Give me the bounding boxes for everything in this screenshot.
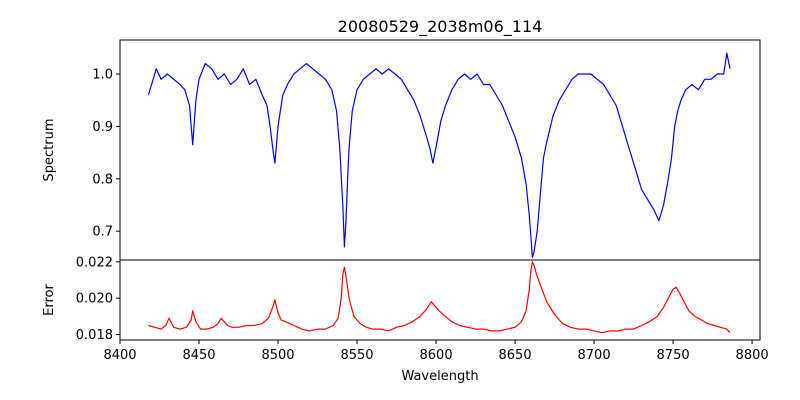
error-y-tick-label: 0.018 [76,328,113,343]
error-y-tick-label: 0.022 [76,255,113,270]
x-tick-label: 8700 [578,348,611,363]
x-tick-label: 8800 [736,348,769,363]
chart-title: 20080529_2038m06_114 [338,17,543,37]
x-tick-label: 8500 [261,348,294,363]
spectrum-y-tick-label: 1.0 [92,68,113,83]
error-panel: 0.018 0.020 0.022 8400 8450 8500 8550 8600 8650… [42,255,769,384]
error-series-group [148,261,731,334]
x-tick-label: 8450 [182,348,215,363]
spectrum-y-tick-label: 0.9 [92,120,113,135]
spectrum-y-tick-label: 0.8 [92,172,113,187]
error-axes-frame [119,259,761,341]
spectrum-y-ticks: 0.7 0.8 0.9 1.0 [92,68,120,240]
x-tick-label: 8400 [103,348,136,363]
error-y-axis-label: Error [42,284,57,316]
x-axis-label: Wavelength [401,369,478,384]
error-y-tick-label: 0.020 [76,292,113,307]
spectrum-y-tick-label: 0.7 [92,225,113,240]
spectrum-series-group [147,52,731,258]
spectrum-series-line-0 [147,52,731,258]
x-tick-label: 8550 [340,348,373,363]
error-series-line-0 [148,261,731,334]
spectrum-y-axis-label: Spectrum [42,119,57,182]
error-y-ticks: 0.018 0.020 0.022 [76,255,120,343]
x-tick-label: 8650 [499,348,532,363]
x-tick-label: 8600 [420,348,453,363]
x-axis-ticks: 8400 8450 8500 8550 8600 8650 8700 8750 8800 [103,340,769,363]
x-tick-label: 8750 [657,348,690,363]
